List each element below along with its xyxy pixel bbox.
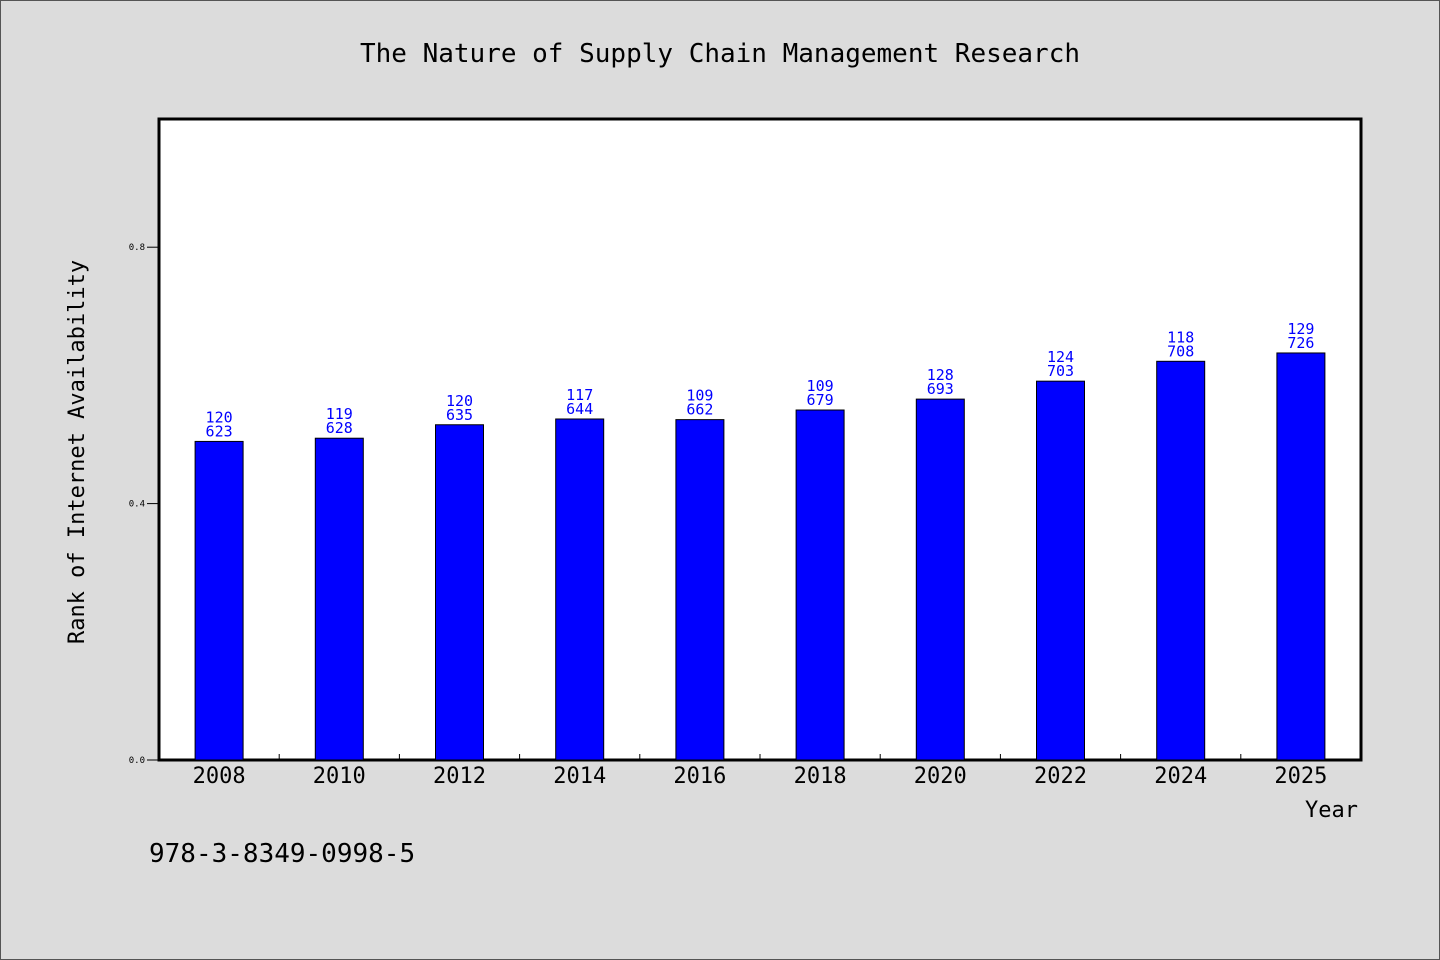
data-label-top-2008: 120 <box>206 408 233 426</box>
bar-2014 <box>555 418 605 761</box>
data-labels-layer: 1206231196281206351176441096621096791286… <box>206 320 1315 440</box>
x-axis-label: Year <box>1305 798 1358 823</box>
isbn-label: 978-3-8349-0998-5 <box>149 839 415 869</box>
data-label-bottom-2025: 726 <box>1287 334 1314 352</box>
data-label-top-2016: 109 <box>686 387 713 405</box>
data-label-top-2020: 128 <box>927 366 954 384</box>
data-label-top-2024: 118 <box>1167 328 1194 346</box>
y-tick-label-0.8: 0.8 <box>129 243 145 253</box>
ticks-layer: 2008 2010 2012 2014 2016 2018 2020 2022 2024 2025… <box>129 243 1328 789</box>
x-tick-label-2018: 2018 <box>794 764 847 789</box>
y-tick-label-0.0: 0.0 <box>129 756 145 766</box>
bar-2016 <box>675 419 725 761</box>
bar-2018 <box>795 409 845 761</box>
x-tick-label-2014: 2014 <box>553 764 606 789</box>
bar-2024 <box>1156 360 1206 761</box>
chart-title: The Nature of Supply Chain Management Re… <box>360 39 1080 69</box>
data-label-bottom-2012: 635 <box>446 406 473 424</box>
data-label-top-2025: 129 <box>1287 320 1314 338</box>
data-label-top-2018: 109 <box>807 377 834 395</box>
data-label-bottom-2018: 679 <box>807 391 834 409</box>
x-tick-label-2016: 2016 <box>673 764 726 789</box>
x-tick-label-2022: 2022 <box>1034 764 1087 789</box>
y-tick-label-0.4: 0.4 <box>129 500 145 510</box>
data-label-bottom-2016: 662 <box>686 401 713 419</box>
bar-2012 <box>435 424 484 761</box>
x-tick-label-2025: 2025 <box>1274 764 1327 789</box>
data-label-bottom-2020: 693 <box>927 380 954 398</box>
bar-2020 <box>915 398 965 761</box>
bar-2008 <box>194 440 244 761</box>
x-tick-label-2012: 2012 <box>433 764 486 789</box>
data-label-top-2014: 117 <box>566 386 593 404</box>
bar-2025 <box>1276 352 1326 761</box>
y-axis-label: Rank of Internet Availability <box>65 260 90 644</box>
bar-2010 <box>314 437 364 761</box>
x-tick-label-2024: 2024 <box>1154 764 1207 789</box>
data-label-top-2010: 119 <box>326 405 353 423</box>
x-tick-label-2020: 2020 <box>914 764 967 789</box>
data-label-bottom-2014: 644 <box>566 400 593 418</box>
data-label-bottom-2010: 628 <box>326 419 353 437</box>
data-label-bottom-2024: 708 <box>1167 342 1194 360</box>
data-label-bottom-2008: 623 <box>206 422 233 440</box>
bars-layer <box>194 352 1326 761</box>
data-label-bottom-2022: 703 <box>1047 362 1074 380</box>
x-tick-label-2010: 2010 <box>313 764 366 789</box>
bar-2022 <box>1036 380 1085 761</box>
data-label-top-2022: 124 <box>1047 348 1074 366</box>
x-tick-label-2008: 2008 <box>193 764 246 789</box>
data-label-top-2012: 120 <box>446 392 473 410</box>
